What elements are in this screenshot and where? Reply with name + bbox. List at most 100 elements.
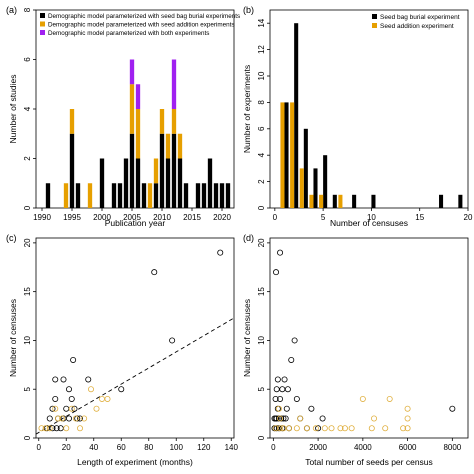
- x-tick-label: 1990: [33, 213, 51, 222]
- y-axis-label: Number of censuses: [8, 299, 18, 377]
- bar: [207, 158, 213, 208]
- legend-entry: Demographic model parameterized with see…: [48, 22, 235, 29]
- panel-c-label: (c): [6, 233, 17, 243]
- data-point: [93, 405, 100, 412]
- bar: [284, 102, 289, 208]
- y-tick-label: 6: [257, 126, 266, 131]
- data-point: [400, 425, 407, 432]
- data-point: [404, 425, 411, 432]
- x-axis-label: Length of experiment (months): [77, 457, 193, 467]
- y-tick-label: 5: [23, 386, 32, 391]
- plot-frame: [35, 9, 235, 209]
- data-point: [280, 415, 287, 422]
- y-tick-label: 2: [257, 179, 266, 184]
- bar: [177, 133, 183, 159]
- y-tick-label: 15: [23, 287, 32, 296]
- data-point: [275, 405, 282, 412]
- y-tick-label: 14: [257, 18, 266, 27]
- x-tick-label: 2005: [123, 213, 141, 222]
- data-point: [315, 425, 322, 432]
- data-point: [303, 425, 310, 432]
- bar: [323, 155, 328, 208]
- data-point: [279, 386, 286, 393]
- y-tick-label: 4: [257, 152, 266, 157]
- bar: [153, 183, 159, 208]
- y-tick-label: 20: [23, 238, 32, 247]
- data-point: [273, 386, 280, 393]
- y-tick-label: 4: [23, 106, 32, 111]
- y-tick-label: 0: [257, 205, 266, 210]
- legend-swatch: [372, 23, 377, 28]
- bar: [165, 158, 171, 208]
- bar: [313, 168, 318, 208]
- y-tick-label: 10: [23, 335, 32, 344]
- data-point: [46, 415, 53, 422]
- x-tick-label: 8000: [443, 443, 461, 452]
- data-point: [312, 425, 319, 432]
- y-axis-label: Number of studies: [8, 75, 18, 144]
- data-point: [77, 425, 84, 432]
- data-point: [286, 425, 293, 432]
- y-tick-label: 12: [257, 45, 266, 54]
- x-tick-label: 0: [271, 443, 276, 452]
- bar: [303, 128, 308, 208]
- x-tick-label: 120: [197, 443, 211, 452]
- data-point: [337, 425, 344, 432]
- data-point: [348, 425, 355, 432]
- x-tick-label: 100: [170, 443, 184, 452]
- bar: [338, 194, 343, 208]
- bar: [135, 158, 141, 208]
- data-point: [63, 405, 70, 412]
- y-tick-label: 0: [23, 435, 32, 440]
- bar: [69, 133, 75, 208]
- data-point: [42, 425, 49, 432]
- data-point: [280, 425, 287, 432]
- data-point: [81, 415, 88, 422]
- data-point: [52, 395, 59, 402]
- bar: [135, 84, 141, 109]
- panel-d: (d) 0 2000 4000 6000 8000 0 5 10 15 20 Total numbe…: [242, 233, 469, 467]
- panel-d-label: (d): [243, 233, 254, 243]
- bar: [75, 183, 81, 208]
- data-point: [60, 376, 67, 383]
- y-tick-label: 10: [257, 335, 266, 344]
- data-point: [71, 405, 78, 412]
- data-point: [368, 425, 375, 432]
- y-axis-label: Number of experiments: [242, 65, 252, 153]
- x-tick-label: 80: [144, 443, 153, 452]
- y-tick-label: 0: [23, 205, 32, 210]
- y-tick-label: 8: [257, 100, 266, 105]
- data-point: [291, 337, 298, 344]
- legend-swatch: [40, 21, 45, 27]
- data-point: [63, 425, 70, 432]
- data-point: [359, 395, 366, 402]
- data-point: [449, 405, 456, 412]
- panel-a-label: (a): [6, 5, 17, 15]
- trend-line: [35, 317, 235, 435]
- x-tick-label: 1995: [63, 213, 81, 222]
- panel-a: (a) 1990 1995 2000 2005 2010 2015 2020 0 2 4 6 8 Pub…: [6, 5, 240, 228]
- y-axis-label: Number of censuses: [242, 299, 252, 377]
- data-point: [386, 395, 393, 402]
- data-point: [217, 249, 224, 256]
- bar: [280, 102, 285, 208]
- data-point: [293, 425, 300, 432]
- y-tick-label: 8: [23, 7, 32, 12]
- data-point: [297, 415, 304, 422]
- data-point: [66, 386, 73, 393]
- bar: [63, 183, 69, 208]
- y-tick-label: 5: [257, 386, 266, 391]
- data-point: [68, 405, 75, 412]
- bar: [135, 109, 141, 159]
- bar: [87, 183, 93, 208]
- x-tick-label: 15: [415, 213, 424, 222]
- x-tick-label: 140: [225, 443, 239, 452]
- data-point: [277, 425, 284, 432]
- bar: [129, 84, 135, 134]
- data-point: [52, 405, 59, 412]
- bar: [195, 183, 201, 208]
- data-point: [274, 376, 281, 383]
- y-tick-label: 20: [257, 238, 266, 247]
- panel-b-label: (b): [243, 5, 254, 15]
